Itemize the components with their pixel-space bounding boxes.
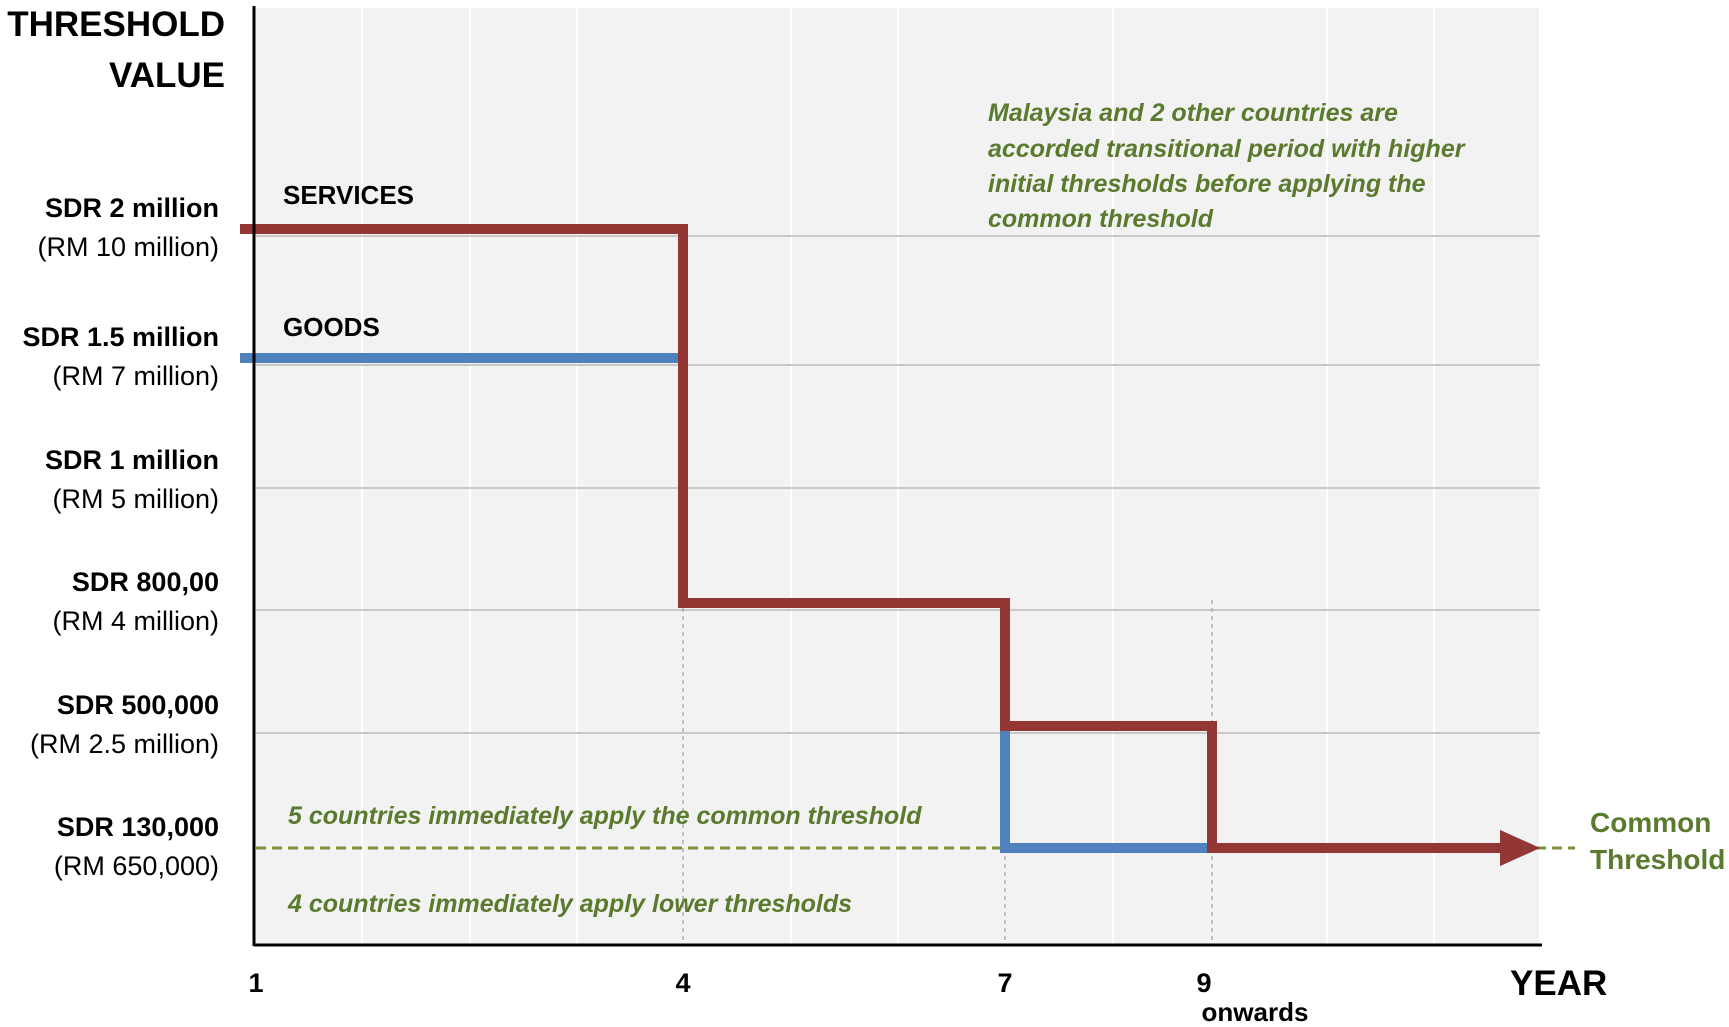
y-tick-sublabel-sdr-130-000: (RM 650,000) [54,851,219,881]
y-tick-label-sdr-130-000: SDR 130,000 [57,812,219,842]
y-tick-label-sdr-1-5-million: SDR 1.5 million [22,322,219,352]
y-axis-title-line2: VALUE [109,56,225,95]
x-tick-label-4: 4 [675,968,690,998]
common-threshold-label-line2: Threshold [1590,844,1725,875]
annotation-four-countries: 4 countries immediately apply lower thre… [287,890,852,918]
y-tick-label-sdr-2-million: SDR 2 million [45,193,219,223]
y-tick-sublabel-sdr-2-million: (RM 10 million) [37,232,219,262]
axes [252,6,1542,947]
x-tick-label-9: 9 [1196,968,1211,998]
y-axis-title-line1: THRESHOLD [7,5,225,44]
y-tick-sublabel-sdr-800-00: (RM 4 million) [52,606,219,636]
series-label-services: SERVICES [283,180,414,210]
annotation-malaysia-line2: accorded transitional period with higher [988,135,1466,163]
y-tick-label-sdr-1-million: SDR 1 million [45,445,219,475]
x-tick-label-7: 7 [997,968,1012,998]
series [240,224,1540,866]
series-arrowhead-services [1500,830,1540,866]
y-tick-label-sdr-800-00: SDR 800,00 [72,567,219,597]
annotation-malaysia-line4: common threshold [988,205,1214,233]
grid [256,8,1541,944]
annotation-malaysia-line3: initial thresholds before applying the [988,170,1426,198]
common-threshold-label-line1: Common [1590,807,1711,838]
annotation-malaysia-line1: Malaysia and 2 other countries are [988,99,1398,127]
x-tick-sublabel-9: onwards [1202,997,1309,1027]
x-tick-label-1: 1 [248,968,263,998]
annotation-five-countries: 5 countries immediately apply the common… [288,802,922,830]
y-tick-labels: SDR 2 million (RM 10 million) SDR 1.5 mill… [22,193,219,881]
series-line-services [240,224,1510,853]
series-label-goods: GOODS [283,312,380,342]
y-tick-sublabel-sdr-500-000: (RM 2.5 million) [30,729,219,759]
x-axis-title: YEAR [1510,964,1607,1003]
y-tick-label-sdr-500-000: SDR 500,000 [57,690,219,720]
y-tick-sublabel-sdr-1-million: (RM 5 million) [52,484,219,514]
y-tick-sublabel-sdr-1-5-million: (RM 7 million) [52,361,219,391]
